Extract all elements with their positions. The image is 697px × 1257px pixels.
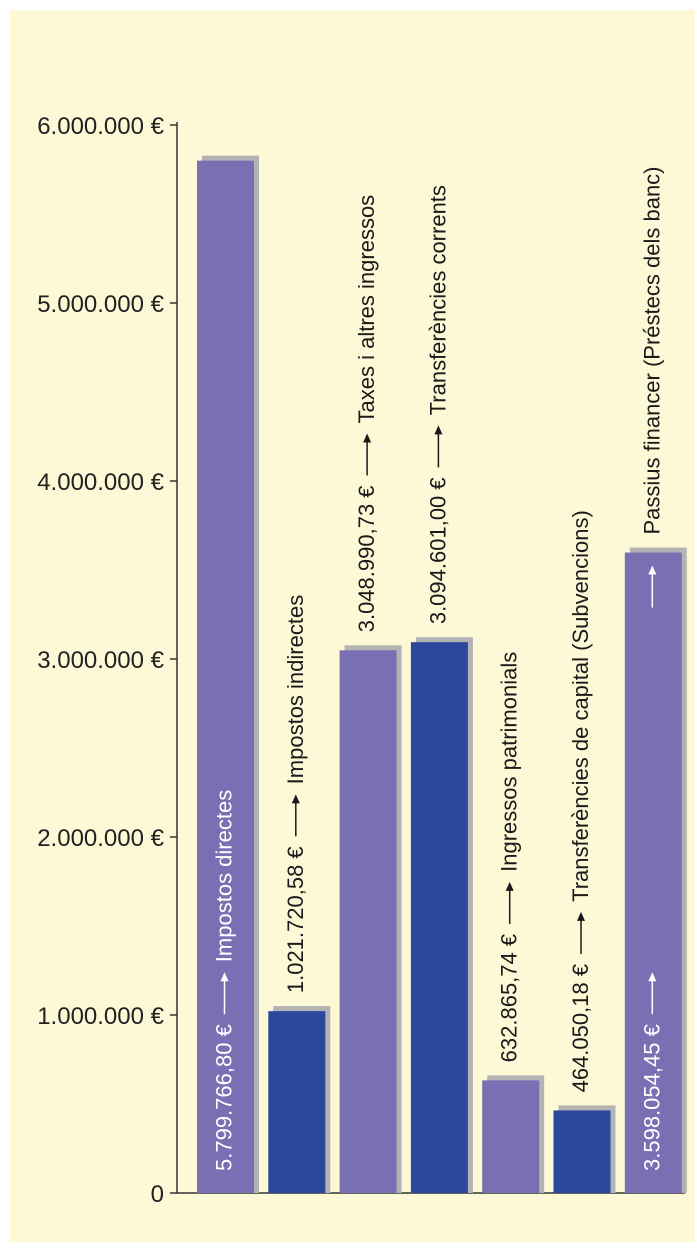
bar-labels-group: 5.799.766,80 € Impostos directes 1.021.720… <box>212 166 665 1171</box>
bar <box>410 642 468 1193</box>
label-arrow-head <box>648 972 657 982</box>
bar-value-label: 3.048.990,73 € <box>354 485 379 632</box>
bar-category-label: Taxes i altres ingressos <box>354 195 379 424</box>
bar <box>624 552 682 1193</box>
bar-category-label: Transferències corrents <box>425 185 450 415</box>
bar-category-label: Passius financer (Préstecs dels banc) <box>639 166 664 534</box>
bar <box>268 1011 326 1193</box>
bar-value-label: 1.021.720,58 € <box>283 846 308 993</box>
label-arrow-head <box>220 972 229 982</box>
bar-value-label: 5.799.766,80 € <box>212 1024 237 1171</box>
bar <box>197 160 254 1194</box>
bar-value-label: 632.865,74 € <box>497 934 522 1062</box>
bar-value-label: 3.598.054,45 € <box>639 1024 664 1171</box>
label-arrow-head <box>577 911 585 921</box>
y-axis: 0 1.000.000 € 2.000.000 € 3.000.000 € 4.000.… <box>37 113 685 1208</box>
bar <box>482 1080 540 1193</box>
y-tick-label: 1.000.000 € <box>37 1003 164 1030</box>
bar <box>339 650 397 1193</box>
y-tick-label: 6.000.000 € <box>37 113 164 140</box>
bar-value-label: 3.094.601,00 € <box>425 477 450 624</box>
y-tick-label: 2.000.000 € <box>37 825 164 852</box>
y-tick-label: 3.000.000 € <box>37 647 164 674</box>
label-arrow-head <box>648 565 657 575</box>
bar <box>553 1110 611 1193</box>
y-tick-label: 4.000.000 € <box>37 469 164 496</box>
y-tick-label: 5.000.000 € <box>37 291 164 318</box>
label-arrow-head <box>291 794 300 804</box>
label-arrow-head <box>434 425 443 435</box>
bar-value-label: 464.050,18 € <box>568 964 593 1092</box>
bar-category-label: Ingressos patrimonials <box>497 652 522 872</box>
bar-category-label: Transferències de capital (Subvencions) <box>568 510 593 902</box>
bars-group <box>197 155 687 1194</box>
y-tick-label: 0 <box>151 1181 164 1208</box>
bar-category-label: Impostos directes <box>212 790 237 962</box>
bar-category-label: Impostos indirectes <box>283 595 308 785</box>
label-arrow-head <box>505 881 514 891</box>
label-arrow-head <box>363 433 372 443</box>
